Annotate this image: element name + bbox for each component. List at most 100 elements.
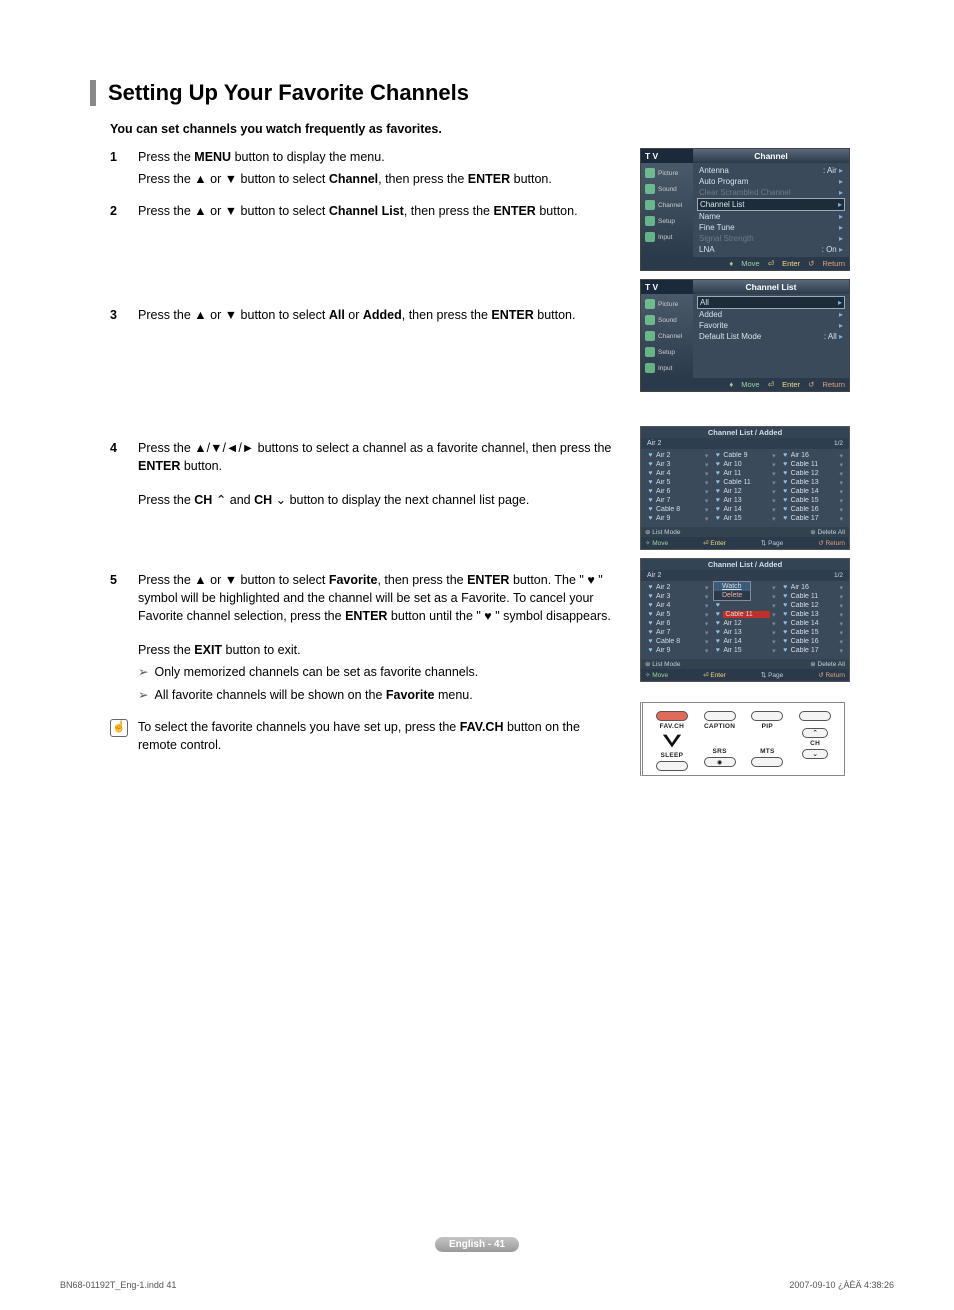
step-5: 5Press the ▲ or ▼ button to select Favor… bbox=[110, 571, 620, 708]
chlist-row: ♥Air 15▾ bbox=[712, 514, 777, 523]
remote-lbl-pip: PIP bbox=[762, 723, 773, 730]
osd-channel-menu: T V Channel PictureSoundChannelSetupInpu… bbox=[640, 148, 850, 271]
step-number: 1 bbox=[110, 148, 124, 192]
chlist-row: ♥Air 6▾ bbox=[645, 487, 710, 496]
chlist-row: ♥Air 12▾ bbox=[712, 619, 777, 628]
remote-lbl-mts: MTS bbox=[760, 748, 775, 755]
step-body: Press the ▲/▼/◄/► buttons to select a ch… bbox=[138, 439, 620, 513]
chlist-row: ♥Cable 12▾ bbox=[780, 469, 845, 478]
osd-row: Name ▸ bbox=[697, 211, 845, 222]
osd-side-item: Channel bbox=[641, 328, 693, 344]
chlist-row: ♥Cable 17▾ bbox=[780, 646, 845, 655]
chlist-col: ♥Cable 9▾♥Air 10▾♥Air 11▾♥Cable 11▾♥Air … bbox=[712, 451, 777, 523]
chlist-title: Channel List / Added bbox=[641, 559, 849, 570]
remote-lbl-srs: SRS bbox=[712, 748, 726, 755]
step-line: Press the ▲ or ▼ button to select All or… bbox=[138, 306, 620, 324]
step-body: Press the MENU button to display the men… bbox=[138, 148, 620, 192]
osd-footer: ♦ Move ⏎ Enter ↺ Return bbox=[641, 257, 849, 270]
chlist-sub: Air 2 bbox=[641, 570, 849, 581]
chlist-row: ♥Air 13▾ bbox=[712, 496, 777, 505]
ctx-delete: Delete bbox=[714, 591, 750, 600]
step-3: 3 Press the ▲ or ▼ button to select All o… bbox=[110, 306, 620, 328]
osd-side-item: Setup bbox=[641, 213, 693, 229]
step-line: Press the EXIT button to exit. bbox=[138, 641, 620, 659]
ctx-watch: Watch bbox=[714, 582, 750, 591]
osd-main: Antenna: Air ▸Auto Program ▸Clear Scramb… bbox=[693, 163, 849, 257]
remote-btn-blank bbox=[799, 711, 831, 721]
chlist-row: ♥Air 11▾ bbox=[712, 469, 777, 478]
osd-side-item: Input bbox=[641, 229, 693, 245]
chlist-sub: Air 2 bbox=[641, 438, 849, 449]
remote-lbl-ch: CH bbox=[810, 740, 820, 747]
step-number: 4 bbox=[110, 439, 124, 513]
osd-row: Favorite ▸ bbox=[697, 320, 845, 331]
right-column: T V Channel PictureSoundChannelSetupInpu… bbox=[640, 148, 894, 776]
chlist-row: ♥Air 2▾ bbox=[645, 583, 710, 592]
osd-side-item: Channel bbox=[641, 197, 693, 213]
remote-btn-srs: ◉ bbox=[704, 757, 736, 767]
chlist-foot-upper: ⊜ List Mode ⊜ Delete All bbox=[641, 527, 849, 537]
page-title: Setting Up Your Favorite Channels bbox=[108, 80, 894, 106]
osd-side-item: Sound bbox=[641, 312, 693, 328]
colophon: BN68-01192T_Eng-1.indd 41 2007-09-10 ¿ÀÈ… bbox=[60, 1280, 894, 1290]
colophon-right: 2007-09-10 ¿ÀÈÄ 4:38:26 bbox=[789, 1280, 894, 1290]
chlist-row: ♥Air 2▾ bbox=[645, 451, 710, 460]
step-body: Press the ▲ or ▼ button to select Channe… bbox=[138, 202, 620, 224]
chlist-row: ♥Cable 16▾ bbox=[780, 637, 845, 646]
chlist-row: ♥Air 5▾ bbox=[645, 478, 710, 487]
chlist-col: ♥Air 2▾♥Air 3▾♥Air 4▾♥Air 5▾♥Air 6▾♥Air … bbox=[645, 451, 710, 523]
osd-row: Clear Scrambled Channel ▸ bbox=[697, 187, 845, 198]
remote-ch-up-icon: ⌃ bbox=[802, 728, 828, 738]
v-logo-icon bbox=[661, 732, 683, 750]
chlist-foot: ✧ Move ⏎ Enter ⇅ Page ↺ Return bbox=[641, 537, 849, 549]
step-number: 2 bbox=[110, 202, 124, 224]
step-line: Press the ▲ or ▼ button to select Channe… bbox=[138, 202, 620, 220]
chlist-row: ♥Cable 9▾ bbox=[712, 451, 777, 460]
chlist-title: Channel List / Added bbox=[641, 427, 849, 438]
osd-row: Default List Mode: All ▸ bbox=[697, 331, 845, 342]
osd-main: All ▸Added ▸Favorite ▸Default List Mode:… bbox=[693, 294, 849, 378]
chlist-row: ♥Cable 13▾ bbox=[780, 478, 845, 487]
chlist-row: ♥Air 10▾ bbox=[712, 460, 777, 469]
remote-ch-down-icon: ⌄ bbox=[802, 749, 828, 759]
chlist-row: ♥Air 9▾ bbox=[645, 646, 710, 655]
chlist-row: ♥Cable 15▾ bbox=[780, 628, 845, 637]
chlist-row: ♥Cable 16▾ bbox=[780, 505, 845, 514]
osd-row: LNA: On ▸ bbox=[697, 244, 845, 255]
chlist-row: ♥Cable 11▾ bbox=[780, 460, 845, 469]
chlist-row: ♥Air 14▾ bbox=[712, 637, 777, 646]
chlist-row: ♥Air 6▾ bbox=[645, 619, 710, 628]
remote-note: ☝To select the favorite channels you hav… bbox=[110, 718, 620, 754]
channel-list-added-2: Channel List / Added Air 2 1/2 ♥Air 2▾♥A… bbox=[640, 558, 850, 682]
chlist-row: ♥Air 15▾ bbox=[712, 646, 777, 655]
chlist-row: ♥Air 7▾ bbox=[645, 496, 710, 505]
chlist-page: 1/2 bbox=[834, 440, 843, 447]
step-line: Press the ▲ or ▼ button to select Favori… bbox=[138, 571, 620, 625]
step-1: 1 Press the MENU button to display the me… bbox=[110, 148, 620, 192]
osd-row: Antenna: Air ▸ bbox=[697, 165, 845, 176]
step-line: Press the CH ⌃ and CH ⌄ button to displa… bbox=[138, 491, 620, 509]
osd-sidebar: PictureSoundChannelSetupInput bbox=[641, 163, 693, 257]
steps-column: 1 Press the MENU button to display the me… bbox=[110, 148, 620, 776]
chlist-row: ♥Cable 11▾ bbox=[780, 592, 845, 601]
osd-tv-label: T V bbox=[641, 280, 693, 294]
osd-footer: ♦ Move ⏎ Enter ↺ Return bbox=[641, 378, 849, 391]
osd-side-item: Setup bbox=[641, 344, 693, 360]
step-number: 3 bbox=[110, 306, 124, 328]
remote-btn-caption bbox=[704, 711, 736, 721]
chlist-row: ♥Air 14▾ bbox=[712, 505, 777, 514]
chlist-row: ♥Air 13▾ bbox=[712, 628, 777, 637]
osd-header: Channel List bbox=[693, 280, 849, 294]
chlist-row: ♥Air 4▾ bbox=[645, 469, 710, 478]
chlist-row: ♥Air 16▾ bbox=[780, 583, 845, 592]
osd-side-item: Sound bbox=[641, 181, 693, 197]
chlist-grid: ♥Air 2▾♥Air 3▾♥Air 4▾♥Air 5▾♥Air 6▾♥Air … bbox=[641, 449, 849, 527]
chlist-row: ♥Cable 12▾ bbox=[780, 601, 845, 610]
page-footer: English - 41 bbox=[0, 1234, 954, 1252]
chlist-row: ♥Cable 11▾ bbox=[712, 610, 777, 619]
chlist-row: ♥Cable 8▾ bbox=[645, 505, 710, 514]
step-line: Press the ▲/▼/◄/► buttons to select a ch… bbox=[138, 439, 620, 475]
osd-row: Channel List ▸ bbox=[697, 198, 845, 211]
osd-side-item: Input bbox=[641, 360, 693, 376]
remote-btn-pip bbox=[751, 711, 783, 721]
